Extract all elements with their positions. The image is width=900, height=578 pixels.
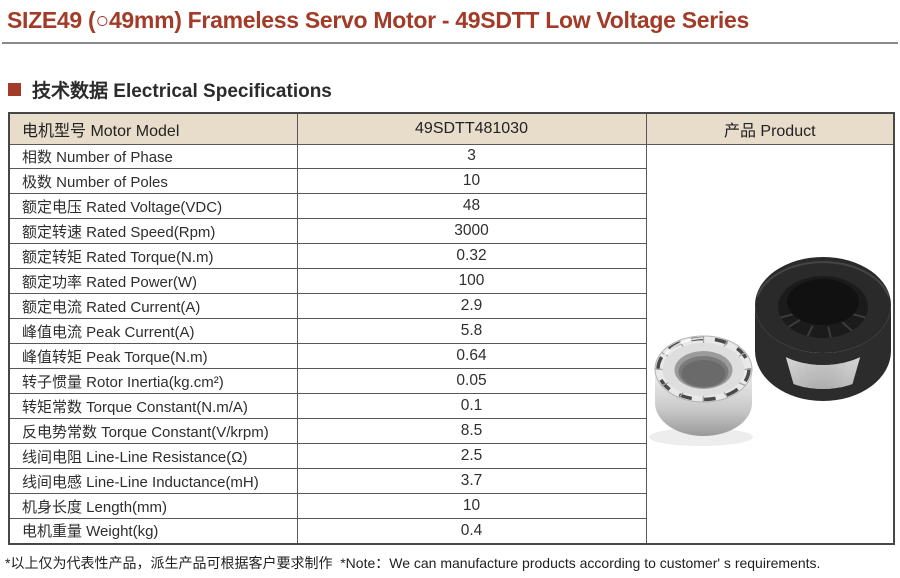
header-product: 产品 Product (645, 112, 895, 145)
spec-label: 相数 Number of Phase (8, 143, 298, 170)
spec-label: 额定转速 Rated Speed(Rpm) (8, 218, 298, 245)
page-title: SIZE49 (○49mm) Frameless Servo Motor - 4… (7, 7, 750, 33)
spec-value: 0.4 (296, 518, 647, 544)
spec-value: 8.5 (296, 418, 647, 445)
spec-label: 峰值电流 Peak Current(A) (8, 318, 298, 345)
spec-label: 反电势常数 Torque Constant(V/krpm) (8, 418, 298, 445)
table-row: 相数 Number of Phase 3 (8, 143, 895, 544)
spec-label: 峰值转矩 Peak Torque(N.m) (8, 343, 298, 370)
spec-value: 10 (296, 493, 647, 520)
table-row: 额定功率 Rated Power(W) 100 (8, 268, 894, 295)
spec-label: 额定转矩 Rated Torque(N.m) (8, 243, 298, 270)
product-photo (648, 256, 891, 446)
table-row: 额定电压 Rated Voltage(VDC) 48 (8, 193, 894, 220)
table-row: 机身长度 Length(mm) 10 (8, 493, 894, 520)
table-row: 反电势常数 Torque Constant(V/krpm) 8.5 (8, 418, 894, 445)
spec-value: 2.5 (296, 443, 647, 470)
table-header-row: 电机型号 Motor Model 49SDTT481030 产品 Product (8, 112, 895, 145)
rotor-illustration (648, 335, 753, 446)
section-heading: 技术数据 Electrical Specifications (8, 77, 900, 102)
spec-value: 100 (296, 268, 647, 295)
spec-value: 3000 (296, 218, 647, 245)
table-row: 额定转速 Rated Speed(Rpm) 3000 (8, 218, 894, 245)
table-row: 电机重量 Weight(kg) 0.4 (8, 518, 894, 544)
table-row: 转子惯量 Rotor Inertia(kg.cm²) 0.05 (8, 368, 894, 395)
spec-label: 线间电阻 Line-Line Resistance(Ω) (8, 443, 298, 470)
product-cell (645, 143, 895, 544)
title-divider (2, 42, 898, 44)
spec-label: 电机重量 Weight(kg) (8, 518, 298, 544)
spec-value: 0.05 (296, 368, 647, 395)
spec-value: 0.64 (296, 343, 647, 370)
table-row: 线间电阻 Line-Line Resistance(Ω) 2.5 (8, 443, 894, 470)
section-bullet-icon (8, 82, 21, 96)
spec-label: 额定功率 Rated Power(W) (8, 268, 298, 295)
spec-label: 极数 Number of Poles (8, 168, 298, 195)
spec-value: 3 (296, 143, 647, 170)
spec-label: 额定电压 Rated Voltage(VDC) (8, 193, 298, 220)
spec-value: 3.7 (296, 468, 647, 495)
spec-value: 0.32 (296, 243, 647, 270)
spec-value: 5.8 (296, 318, 647, 345)
spec-label: 转矩常数 Torque Constant(N.m/A) (8, 393, 298, 420)
table-row: 峰值电流 Peak Current(A) 5.8 (8, 318, 894, 345)
header-model-value: 49SDTT481030 (296, 112, 647, 145)
header-motor-model: 电机型号 Motor Model (8, 112, 298, 145)
spec-value: 48 (296, 193, 647, 220)
spec-label: 线间电感 Line-Line Inductance(mH) (8, 468, 298, 495)
footnote: *以上仅为代表性产品，派生产品可根据客户要求制作 *Note：We can ma… (5, 554, 821, 571)
spec-table: 电机型号 Motor Model 49SDTT481030 产品 Product… (8, 112, 895, 545)
table-row: 额定转矩 Rated Torque(N.m) 0.32 (8, 243, 894, 270)
spec-value: 10 (296, 168, 647, 195)
stator-illustration (754, 256, 891, 401)
section-heading-label: 技术数据 Electrical Specifications (32, 80, 332, 102)
table-row: 极数 Number of Poles 10 (8, 168, 894, 195)
spec-value: 0.1 (296, 393, 647, 420)
spec-value: 2.9 (296, 293, 647, 320)
table-row: 额定电流 Rated Current(A) 2.9 (8, 293, 894, 320)
spec-label: 机身长度 Length(mm) (8, 493, 298, 520)
spec-label: 额定电流 Rated Current(A) (8, 293, 298, 320)
spec-label: 转子惯量 Rotor Inertia(kg.cm²) (8, 368, 298, 395)
table-row: 线间电感 Line-Line Inductance(mH) 3.7 (8, 468, 894, 495)
